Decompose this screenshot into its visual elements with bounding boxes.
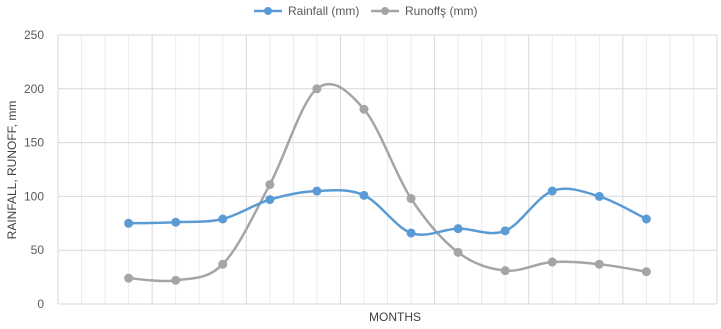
plot-area (124, 82, 651, 285)
y-tick-label: 150 (24, 136, 44, 150)
series-rainfall (124, 186, 651, 238)
runoff-point (312, 84, 322, 94)
runoff-point (218, 259, 228, 269)
runoff-point (359, 104, 369, 114)
legend-runoff-label: Runoffş (mm) (405, 4, 477, 18)
runoff-point (641, 267, 651, 277)
legend-rainfall-label: Rainfall (mm) (288, 4, 359, 18)
legend: Rainfall (mm) Runoffş (mm) (254, 4, 477, 18)
y-axis-title: RAINFALL, RUNOFF, mm (5, 101, 19, 240)
legend-item-runoff[interactable]: Runoffş (mm) (371, 4, 477, 18)
x-axis-title: MONTHS (369, 310, 421, 324)
rainfall-point (594, 191, 604, 201)
rainfall-point (171, 217, 181, 227)
rainfall-point (406, 228, 416, 238)
rainfall-point (124, 218, 134, 228)
legend-item-rainfall[interactable]: Rainfall (mm) (254, 4, 359, 18)
y-tick-label: 100 (24, 189, 44, 203)
runoff-point (453, 247, 463, 257)
runoff-point (500, 266, 510, 276)
runoff-point (171, 275, 181, 285)
runoff-point (406, 194, 416, 204)
y-tick-label: 50 (31, 243, 45, 257)
y-axis-ticks: 0 50 100 150 200 250 (24, 28, 44, 311)
runoff-point (594, 259, 604, 269)
y-tick-label: 200 (24, 82, 44, 96)
rainfall-point (312, 186, 322, 196)
gridlines (57, 34, 718, 305)
rainfall-point (500, 226, 510, 236)
legend-runoff-marker (381, 7, 389, 15)
runoff-point (124, 273, 134, 283)
rainfall-point (265, 195, 275, 205)
rainfall-point (547, 186, 557, 196)
runoff-point (547, 257, 557, 267)
rainfall-point (359, 190, 369, 200)
rainfall-point (453, 224, 463, 234)
runoff-point (265, 180, 275, 190)
rainfall-point (641, 214, 651, 224)
legend-rainfall-marker (264, 7, 272, 15)
rainfall-point (218, 214, 228, 224)
y-tick-label: 250 (24, 28, 44, 42)
y-tick-label: 0 (37, 297, 44, 311)
series-runoff (124, 82, 651, 285)
